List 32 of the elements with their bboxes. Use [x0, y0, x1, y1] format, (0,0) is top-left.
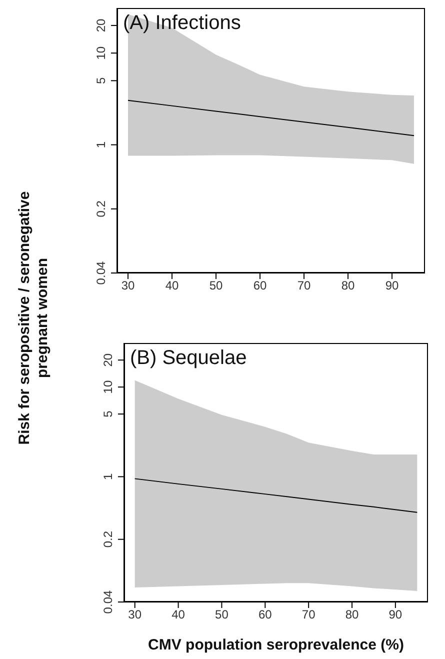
y-tick-label: 0.2 [94, 200, 108, 218]
y-tick-label: 0.2 [101, 530, 115, 548]
x-tick-label: 60 [253, 278, 267, 293]
y-tick-label: 20 [94, 18, 108, 32]
y-tick-label: 1 [94, 141, 108, 148]
x-tick-label: 50 [209, 278, 223, 293]
x-tick-label: 30 [121, 278, 135, 293]
line-series [128, 100, 414, 136]
chart-title: (B) Sequelae [130, 347, 247, 370]
x-tick-label: 90 [385, 278, 399, 293]
y-axis-title: Risk for seropositive / seronegative pregnant women [16, 191, 52, 445]
y-tick-label: 0.04 [101, 590, 115, 614]
x-tick-label: 90 [388, 608, 402, 622]
line-series [134, 478, 418, 513]
y-tick-label: 0.04 [94, 261, 108, 285]
y-tick-label: 5 [101, 410, 115, 418]
y-tick-label: 5 [94, 77, 108, 84]
y-tick-label: 10 [101, 380, 115, 394]
chart-title: (A) Infections [123, 12, 241, 35]
x-tick-label: 80 [341, 278, 355, 293]
x-tick-label: 70 [297, 278, 311, 293]
x-tick-label: 40 [165, 278, 179, 293]
y-tick-label: 20 [101, 353, 115, 367]
y-tick-label: 1 [101, 473, 115, 480]
x-axis-title: CMV population seroprevalence (%) [148, 636, 404, 654]
x-tick-label: 50 [215, 608, 229, 622]
x-tick-label: 80 [345, 608, 359, 622]
x-tick-label: 30 [128, 608, 142, 622]
y-tick-label: 10 [94, 46, 108, 60]
x-tick-label: 70 [302, 608, 316, 622]
x-tick-label: 40 [172, 608, 186, 622]
x-tick-label: 60 [258, 608, 272, 622]
